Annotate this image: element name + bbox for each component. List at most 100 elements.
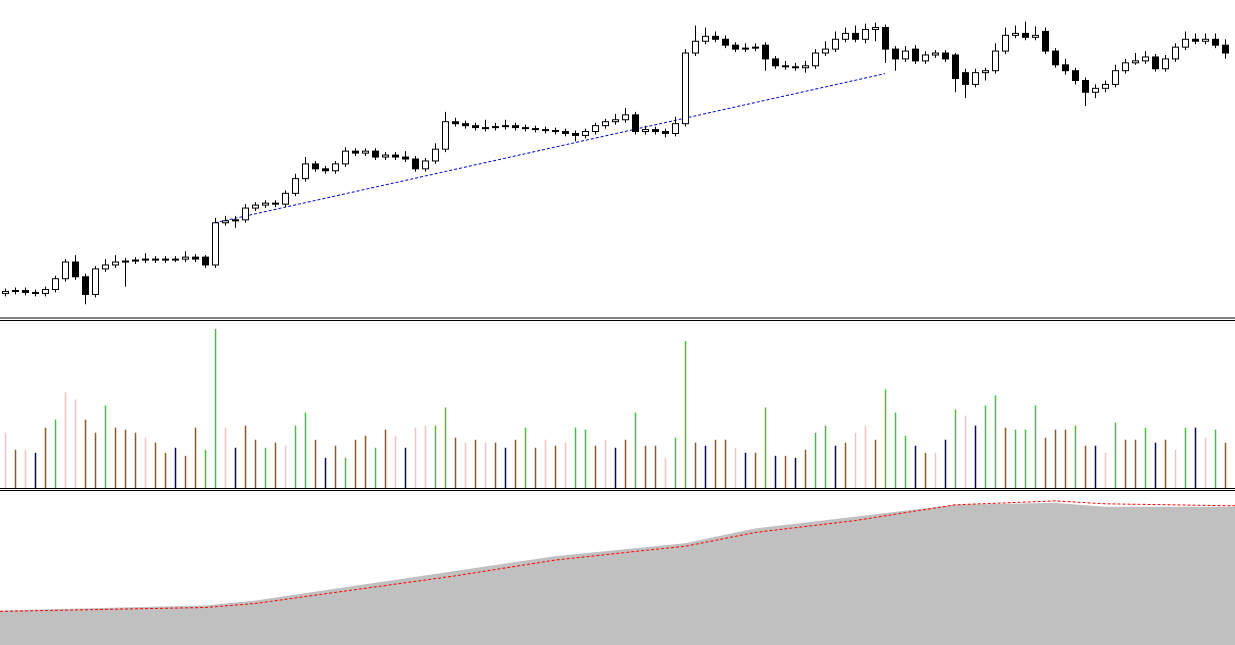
candle-body [492,126,499,129]
candle-body [222,220,229,224]
candle-body [722,38,729,46]
candle-body [242,207,249,221]
candle-body [952,54,959,80]
candle-body [352,150,359,154]
price-pane [2,21,1229,305]
candle-body [712,35,719,40]
candle-body [12,289,19,292]
candle-body [162,258,169,261]
candle-body [682,52,689,125]
candle-body [312,163,319,170]
candle-body [402,156,409,160]
candle-body [642,129,649,133]
candle-body [42,289,49,294]
candle-body [262,202,269,206]
candle-body [382,154,389,158]
candle-body [472,125,479,129]
candle-body [342,150,349,165]
candle-body [702,35,709,42]
candle-body [922,54,929,62]
candle-body [972,72,979,85]
candle-body [92,268,99,295]
candle-body [762,44,769,60]
candle-body [842,32,849,40]
candle-body [612,119,619,123]
candle-body [1042,30,1049,52]
candle-body [902,50,909,60]
candle-body [962,72,969,85]
candle-body [22,289,29,293]
candle-body [512,125,519,129]
candle-body [912,48,919,62]
candle-body [1142,56,1149,62]
candle-body [1092,87,1099,93]
candle-body [52,278,59,291]
candle-body [852,32,859,40]
candle-body [362,150,369,154]
candle-body [1192,38,1199,42]
candle-body [1122,62,1129,72]
candle-body [1172,46,1179,60]
candle-body [532,128,539,131]
candle-body [792,66,799,69]
candle-body [1132,60,1139,64]
candle-body [1022,32,1029,38]
candle-body [812,52,819,67]
candle-body [572,132,579,136]
indicator-line [0,500,1235,612]
candle-body [172,258,179,261]
candle-body [772,58,779,67]
candle-body [882,27,889,50]
candle-body [112,261,119,266]
candle-body [372,150,379,158]
candle-body [1162,58,1169,70]
candle-body [32,291,39,294]
candle-body [72,261,79,278]
candle-body [522,127,529,130]
candle-body [632,114,639,133]
candle-body [752,46,759,49]
indicator-area [0,502,1235,645]
candle-body [152,258,159,261]
candle-body [212,222,219,266]
candle-body [562,131,569,134]
candle-body [872,27,879,30]
candle-body [942,52,949,60]
candle-body [502,125,509,128]
candle-body [622,114,629,121]
candle-body [452,121,459,125]
candle-body [782,65,789,68]
candle-body [132,259,139,262]
candle-body [1082,80,1089,93]
candle-body [892,48,899,60]
candle-body [652,129,659,133]
candle-body [332,163,339,172]
candle-body [182,256,189,260]
candle-body [862,28,869,40]
candle-body [992,50,999,72]
candle-body [62,261,69,280]
candle-body [482,127,489,130]
candle-body [672,123,679,134]
candle-body [732,44,739,50]
candle-body [2,290,9,294]
candle-body [252,204,259,209]
candle-body [1212,38,1219,46]
candle-body [442,121,449,150]
candle-body [1152,56,1159,70]
candle-body [1102,83,1109,89]
indicator-pane [0,500,1235,645]
candle-body [552,130,559,133]
candle-body [602,121,609,127]
candle-body [822,48,829,54]
candle-body [282,192,289,205]
candle-body [742,47,749,50]
candle-body [1222,44,1229,54]
candle-body [1112,70,1119,85]
candle-body [1002,34,1009,52]
candle-body [322,168,329,172]
candle-body [422,160,429,170]
candle-body [82,276,89,295]
candle-body [202,256,209,266]
